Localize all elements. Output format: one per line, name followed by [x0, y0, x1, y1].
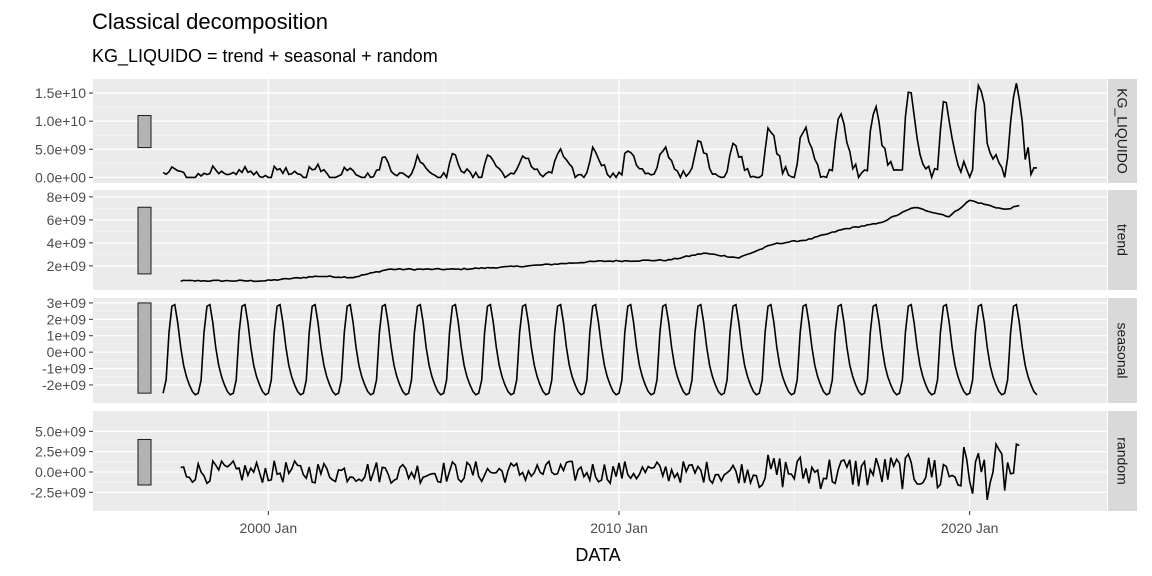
y-tick-label: 4e+09 — [47, 235, 87, 251]
facet-strip — [1108, 79, 1137, 183]
y-tick-label: 1e+09 — [47, 328, 87, 344]
x-tick-label: 2010 Jan — [590, 520, 648, 536]
panel-background — [93, 411, 1107, 511]
chart-subtitle: KG_LIQUIDO = trend + seasonal + random — [92, 46, 438, 67]
panel-random: -2.5e+09 0.0e+00 2.5e+09 5.0e+09 random — [30, 411, 1137, 511]
y-tick-label: 5.0e+09 — [35, 141, 86, 157]
facet-strip-label: seasonal — [1115, 322, 1131, 378]
y-tick-label: 0.0e+00 — [35, 464, 86, 480]
x-tick-label: 2000 Jan — [240, 520, 298, 536]
scale-bar — [137, 302, 152, 394]
y-tick-label: 2e+09 — [47, 311, 87, 327]
panel-background — [93, 298, 1107, 403]
x-axis: 2000 Jan 2010 Jan 2020 Jan — [240, 511, 999, 536]
facet-strip-label: trend — [1115, 224, 1131, 256]
facet-strip-label: random — [1115, 437, 1131, 484]
x-axis-title: DATA — [575, 545, 620, 565]
facet-strip — [1108, 411, 1137, 511]
scale-bar — [137, 206, 152, 275]
facet-strip — [1108, 298, 1137, 403]
y-tick-label: 5.0e+09 — [35, 423, 86, 439]
scale-bar — [137, 438, 152, 486]
y-tick-label: 0.0e+00 — [35, 169, 86, 185]
x-tick-label: 2020 Jan — [941, 520, 999, 536]
panels-group: 0.0e+00 5.0e+09 1.0e+10 1.5e+10 KG_LIQUIDO 2e… — [30, 79, 1137, 511]
scale-bar — [137, 115, 152, 149]
y-tick-label: 6e+09 — [47, 212, 87, 228]
series-line-kg-liquido — [162, 82, 1037, 180]
y-tick-label: -2.5e+09 — [30, 484, 86, 500]
chart-title: Classical decomposition — [92, 9, 328, 34]
y-tick-label: -1e+09 — [42, 361, 86, 377]
series-line-trend — [180, 199, 1020, 283]
y-tick-label: 0e+00 — [47, 344, 87, 360]
y-tick-label: 1.5e+10 — [35, 85, 86, 101]
y-tick-label: 8e+09 — [47, 189, 87, 205]
facet-strip — [1108, 190, 1137, 290]
y-tick-label: -2e+09 — [42, 377, 86, 393]
facet-strip-label: KG_LIQUIDO — [1115, 88, 1131, 174]
y-tick-label: 1.0e+10 — [35, 113, 86, 129]
series-line-random — [180, 441, 1020, 501]
y-tick-label: 2e+09 — [47, 258, 87, 274]
y-tick-label: 2.5e+09 — [35, 444, 86, 460]
panel-trend: 2e+09 4e+09 6e+09 8e+09 trend — [47, 189, 1137, 290]
panel-background — [93, 190, 1107, 290]
series-line-seasonal — [162, 303, 1038, 396]
panel-kg-liquido: 0.0e+00 5.0e+09 1.0e+10 1.5e+10 KG_LIQUIDO — [35, 79, 1137, 185]
y-tick-label: 3e+09 — [47, 295, 87, 311]
